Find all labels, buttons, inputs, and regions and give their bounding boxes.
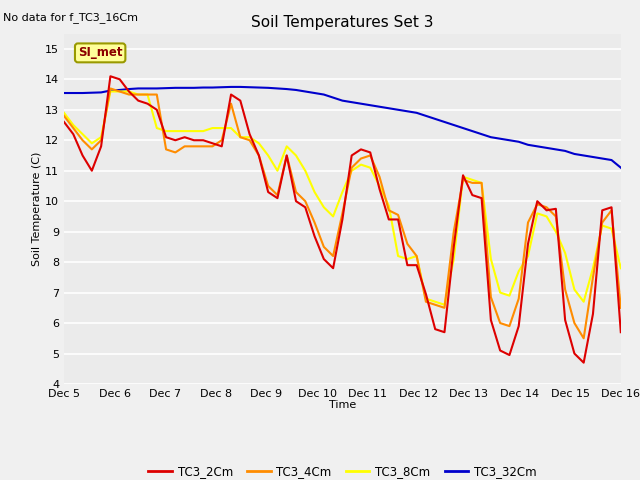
Text: SI_met: SI_met [78,47,122,60]
Legend: TC3_2Cm, TC3_4Cm, TC3_8Cm, TC3_32Cm: TC3_2Cm, TC3_4Cm, TC3_8Cm, TC3_32Cm [143,461,541,480]
Y-axis label: Soil Temperature (C): Soil Temperature (C) [32,152,42,266]
X-axis label: Time: Time [329,400,356,410]
Title: Soil Temperatures Set 3: Soil Temperatures Set 3 [251,15,434,30]
Text: No data for f_TC3_16Cm: No data for f_TC3_16Cm [3,12,138,23]
